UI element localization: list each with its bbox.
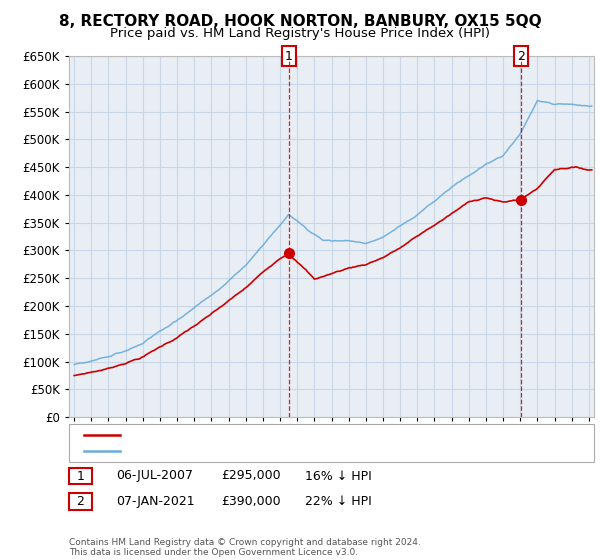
Text: Contains HM Land Registry data © Crown copyright and database right 2024.
This d: Contains HM Land Registry data © Crown c… xyxy=(69,538,421,557)
Text: 16% ↓ HPI: 16% ↓ HPI xyxy=(305,469,371,483)
Text: 8, RECTORY ROAD, HOOK NORTON, BANBURY, OX15 5QQ: 8, RECTORY ROAD, HOOK NORTON, BANBURY, O… xyxy=(59,14,541,29)
Text: HPI: Average price, detached house, Cherwell: HPI: Average price, detached house, Cher… xyxy=(126,445,396,458)
Text: 06-JUL-2007: 06-JUL-2007 xyxy=(116,469,193,483)
Text: £295,000: £295,000 xyxy=(221,469,280,483)
Text: 22% ↓ HPI: 22% ↓ HPI xyxy=(305,495,371,508)
Text: 07-JAN-2021: 07-JAN-2021 xyxy=(116,495,194,508)
Text: 8, RECTORY ROAD, HOOK NORTON, BANBURY, OX15 5QQ (detached house): 8, RECTORY ROAD, HOOK NORTON, BANBURY, O… xyxy=(126,429,570,442)
Text: 2: 2 xyxy=(76,495,85,508)
Text: 1: 1 xyxy=(284,49,293,63)
Text: 2: 2 xyxy=(517,49,525,63)
Text: 1: 1 xyxy=(76,469,85,483)
Text: Price paid vs. HM Land Registry's House Price Index (HPI): Price paid vs. HM Land Registry's House … xyxy=(110,27,490,40)
Text: £390,000: £390,000 xyxy=(221,495,280,508)
